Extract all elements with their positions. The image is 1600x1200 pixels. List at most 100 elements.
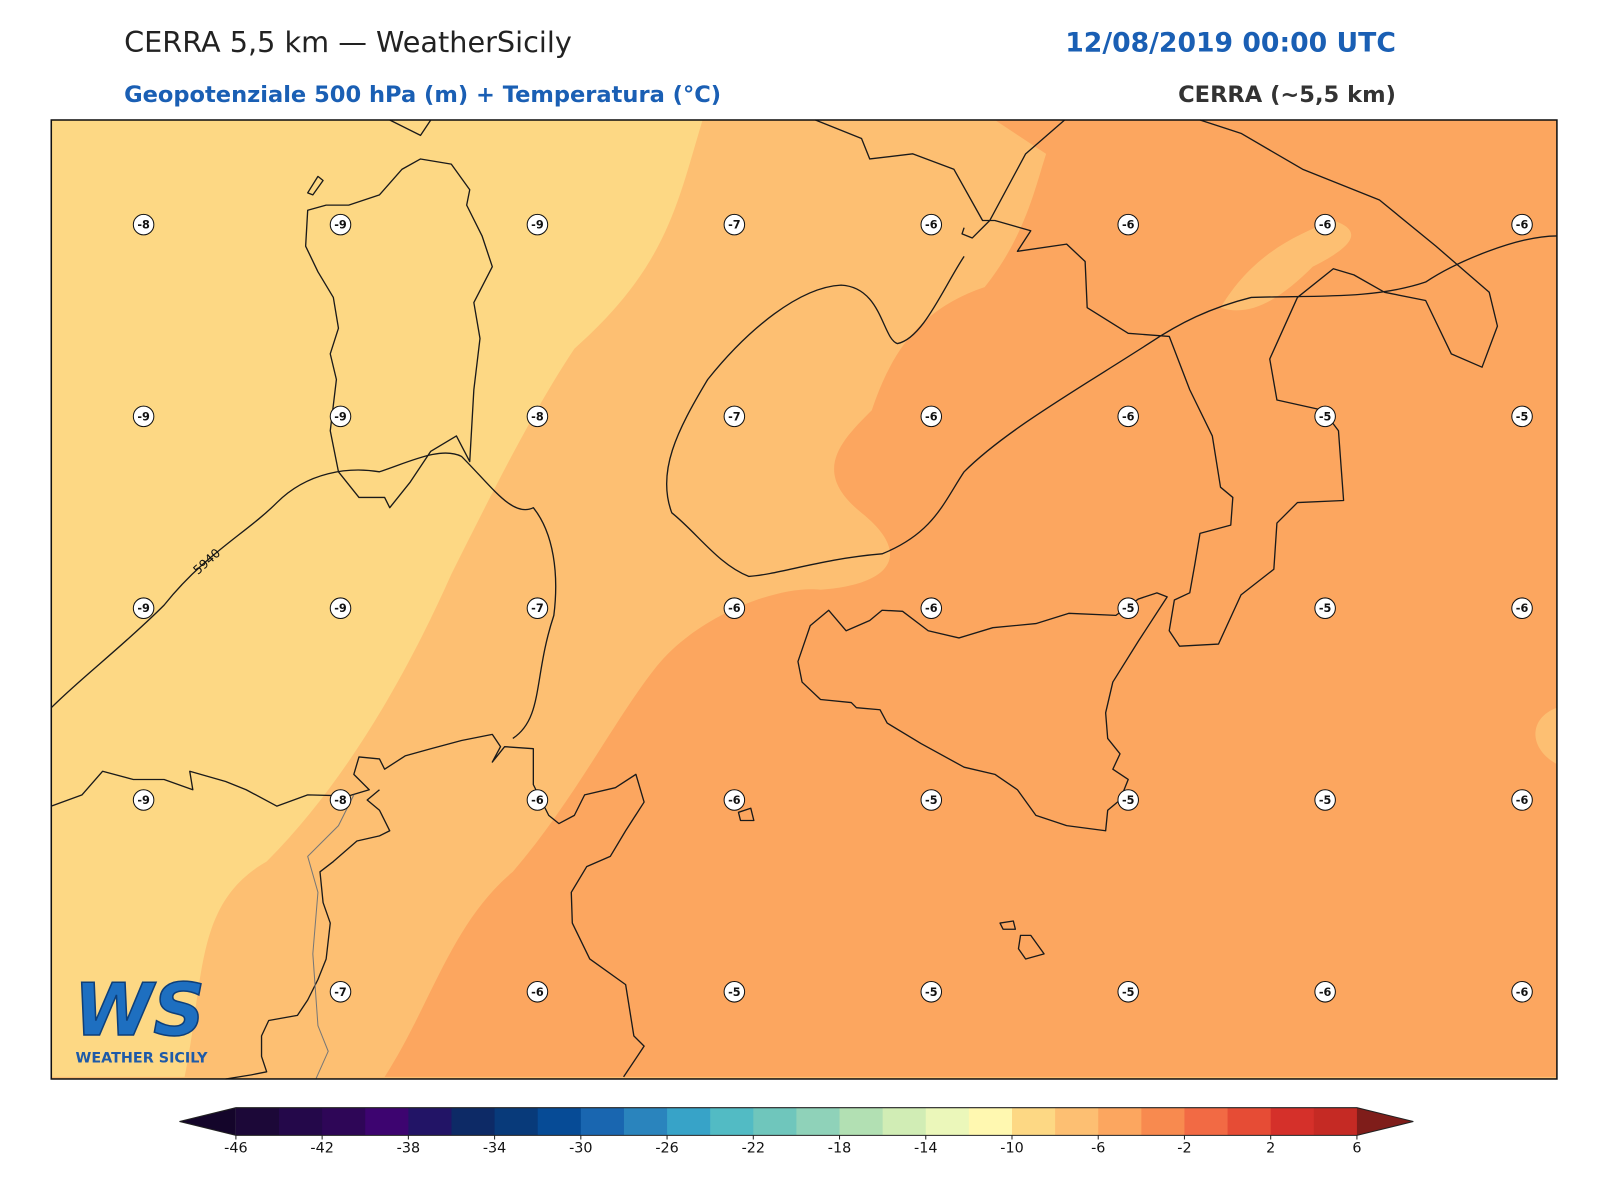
colorbar-extend-low <box>179 1107 236 1136</box>
colorbar-segment <box>710 1107 754 1136</box>
station-value: -9 <box>334 219 347 232</box>
coastline <box>1017 934 1045 960</box>
station-marker <box>920 981 943 1003</box>
station-value: -6 <box>1122 219 1135 232</box>
colorbar-segment <box>322 1107 366 1136</box>
colorbar-tick-label: -26 <box>655 1141 678 1157</box>
station-marker <box>1511 405 1533 428</box>
station-value: -6 <box>531 986 544 999</box>
station-value: -6 <box>925 410 938 423</box>
station-marker <box>1511 213 1533 236</box>
colorbar-segment <box>1098 1107 1142 1136</box>
colorbar-segment <box>623 1107 668 1136</box>
colorbar-tick-label: -30 <box>569 1141 592 1157</box>
station-value: -6 <box>1516 794 1529 807</box>
station-marker <box>723 213 746 236</box>
colorbar-segment <box>1270 1107 1315 1136</box>
station-marker <box>723 789 746 811</box>
colorbar-segment <box>796 1107 841 1136</box>
station-marker <box>526 789 549 811</box>
coastline <box>961 119 1066 239</box>
station-value: -6 <box>1516 219 1529 232</box>
station-value: -6 <box>1516 602 1529 615</box>
station-marker <box>526 213 549 236</box>
colorbar-segment <box>580 1107 625 1136</box>
station-marker <box>1511 981 1533 1003</box>
station-marker <box>132 405 155 428</box>
station-marker <box>1117 981 1139 1003</box>
temp-patch <box>1535 707 1557 765</box>
colorbar-tick-label: -6 <box>1091 1141 1105 1157</box>
station-value: -8 <box>137 219 150 232</box>
colorbar-tick-label: -2 <box>1177 1141 1191 1157</box>
station-value: -5 <box>728 986 741 999</box>
colorbar-segment <box>235 1107 280 1136</box>
station-marker <box>1314 213 1336 236</box>
station-marker <box>329 213 352 236</box>
station-value: -9 <box>531 219 544 232</box>
station-value: -6 <box>1122 410 1135 423</box>
station-marker <box>329 597 352 619</box>
temp-patch <box>1220 220 1352 311</box>
temp-band-warm <box>384 120 1557 1077</box>
station-value: -6 <box>728 794 741 807</box>
title: CERRA 5,5 km — WeatherSicily <box>124 25 572 59</box>
colorbar-segment <box>968 1107 1013 1136</box>
station-marker <box>132 597 155 619</box>
colorbar-tick-label: -18 <box>828 1141 851 1157</box>
temp-band-light <box>51 120 703 1077</box>
colorbar-segment <box>537 1107 582 1136</box>
station-marker <box>526 405 549 428</box>
station-value: -7 <box>728 410 741 423</box>
colorbar-tick-label: -22 <box>742 1141 765 1157</box>
station-value: -6 <box>531 794 544 807</box>
station-marker <box>1511 789 1533 811</box>
colorbar-tick-label: -34 <box>483 1141 506 1157</box>
subtitle: Geopotenziale 500 hPa (m) + Temperatura … <box>124 82 721 108</box>
coastline <box>307 175 324 196</box>
colorbar-segment <box>279 1107 323 1136</box>
colorbar-segment <box>451 1107 496 1136</box>
station-marker <box>526 981 549 1003</box>
station-marker <box>723 597 746 619</box>
station-value: -5 <box>1122 602 1135 615</box>
colorbar-segment <box>882 1107 927 1136</box>
station-value: -5 <box>1122 794 1135 807</box>
colorbar-segment <box>408 1107 452 1136</box>
station-value: -5 <box>1319 602 1332 615</box>
station-value: -5 <box>1122 986 1135 999</box>
colorbar-segment <box>365 1107 409 1136</box>
datetime: 12/08/2019 00:00 UTC <box>1065 28 1396 59</box>
station-marker <box>723 981 746 1003</box>
station-marker <box>329 789 352 811</box>
colorbar-tick-label: -46 <box>224 1141 247 1157</box>
coastline <box>737 807 755 822</box>
colorbar-tick-label: -14 <box>914 1141 937 1157</box>
station-grid: -8 -9 -9 -7 -6 -6 -6 -6 -9 -9 -8 -7 -6 -6 -5 -5 -9 -9 -7 -6… <box>132 213 1533 1003</box>
coastline <box>225 789 391 1080</box>
station-value: -8 <box>334 794 347 807</box>
coastline <box>815 119 1499 647</box>
station-value: -5 <box>1319 794 1332 807</box>
station-marker <box>132 213 155 236</box>
station-marker <box>1314 981 1336 1003</box>
colorbar: -46 -42 -38 -34 -30 -26 -22 -18 -14 -10 -6 -2 2 6 <box>179 1107 1414 1157</box>
colorbar-segment <box>1313 1107 1358 1136</box>
colorbar-segment <box>925 1107 970 1136</box>
station-value: -6 <box>925 602 938 615</box>
station-marker <box>920 789 943 811</box>
colorbar-segment <box>753 1107 797 1136</box>
station-marker <box>1314 789 1336 811</box>
border <box>307 794 355 1080</box>
station-value: -7 <box>531 602 544 615</box>
colorbar-tick-label: -42 <box>310 1141 333 1157</box>
station-marker <box>1117 789 1139 811</box>
coastline <box>999 920 1017 930</box>
coastline <box>51 733 645 1078</box>
station-value: -7 <box>728 219 741 232</box>
colorbar-tick-label: -38 <box>397 1141 420 1157</box>
station-marker <box>132 789 155 811</box>
map-area: 5940 -8 -9 -9 -7 -6 -6 -6 -6-9 -9 -8 -7 -6 -6 -5 -5-9-… <box>50 119 1558 1080</box>
station-marker <box>329 405 352 428</box>
